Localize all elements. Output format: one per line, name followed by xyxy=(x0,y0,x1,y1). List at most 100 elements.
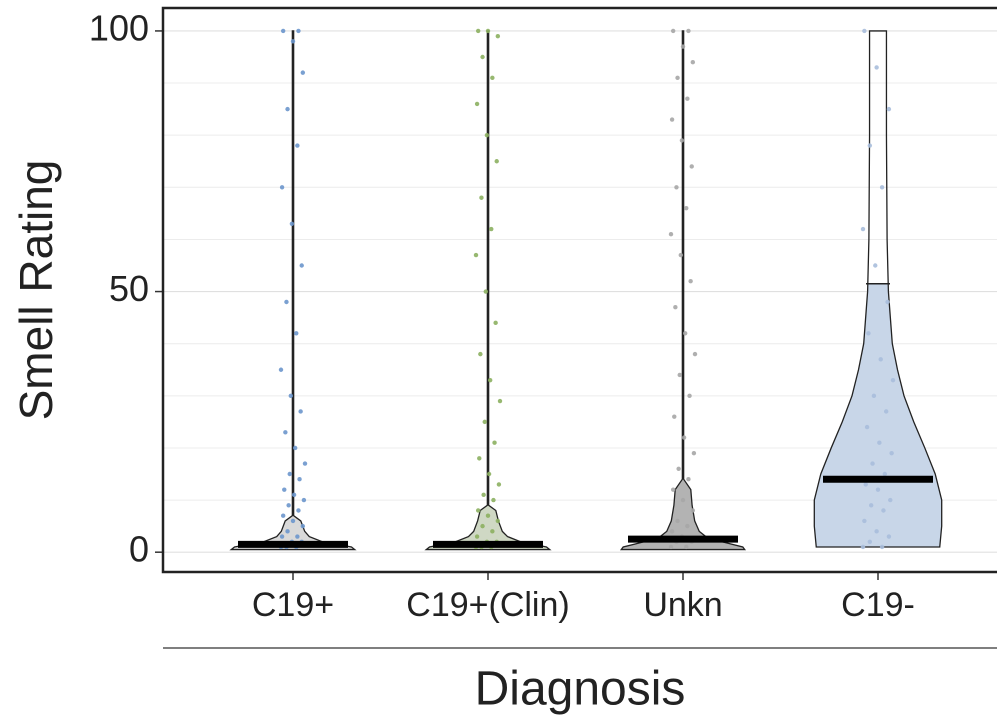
point xyxy=(674,185,679,190)
point xyxy=(670,28,676,34)
point xyxy=(863,482,868,487)
point xyxy=(475,28,481,34)
violin xyxy=(229,30,357,551)
point xyxy=(685,523,690,529)
point xyxy=(485,513,491,518)
x-tick-label: C19+ xyxy=(252,586,334,624)
point xyxy=(684,205,689,211)
point xyxy=(490,529,495,534)
point xyxy=(688,278,693,284)
point xyxy=(879,185,885,190)
point xyxy=(285,106,290,112)
plot-border xyxy=(161,6,997,574)
point xyxy=(885,299,890,305)
point xyxy=(860,226,866,232)
point xyxy=(690,508,696,513)
point xyxy=(687,393,692,399)
point xyxy=(294,331,299,336)
point xyxy=(691,450,697,456)
point xyxy=(882,471,888,477)
point xyxy=(870,461,875,466)
point xyxy=(284,299,289,305)
point xyxy=(862,518,867,524)
x-tick-label: C19- xyxy=(841,586,915,624)
point xyxy=(296,28,301,34)
point xyxy=(481,492,486,498)
y-axis-title: Smell Rating xyxy=(10,160,62,421)
point xyxy=(685,96,690,101)
point xyxy=(864,424,870,430)
point xyxy=(482,419,487,425)
x-tick-label: C19+(Clin) xyxy=(406,586,569,624)
point xyxy=(874,529,879,534)
point xyxy=(492,440,497,445)
point xyxy=(479,195,484,200)
point xyxy=(302,461,308,466)
point xyxy=(692,351,698,357)
point xyxy=(278,367,284,372)
point xyxy=(675,518,680,524)
point xyxy=(295,534,300,539)
point xyxy=(886,534,892,539)
point xyxy=(875,487,881,492)
point xyxy=(493,320,498,326)
point xyxy=(283,430,288,435)
point xyxy=(883,409,889,414)
point xyxy=(300,70,306,75)
point xyxy=(496,482,502,487)
point xyxy=(680,497,686,503)
violin xyxy=(424,30,552,551)
point xyxy=(292,445,298,451)
point xyxy=(298,409,303,414)
point xyxy=(288,393,294,399)
point xyxy=(494,159,499,164)
point xyxy=(886,106,892,112)
point xyxy=(686,28,691,34)
point xyxy=(888,497,893,503)
y-tick-label: 100 xyxy=(89,7,149,48)
point xyxy=(495,518,501,524)
point xyxy=(474,534,480,539)
point xyxy=(670,487,676,492)
violin-outline xyxy=(813,30,943,548)
point xyxy=(483,289,489,294)
point xyxy=(686,477,691,482)
point xyxy=(680,44,686,49)
x-axis-title: Diagnosis xyxy=(475,663,686,716)
point xyxy=(867,539,873,544)
point xyxy=(868,503,874,508)
point xyxy=(474,101,480,107)
point xyxy=(668,232,674,237)
point xyxy=(676,466,681,471)
point xyxy=(300,523,306,529)
point xyxy=(295,143,300,148)
point xyxy=(877,440,882,445)
point xyxy=(290,518,296,524)
point xyxy=(879,544,885,550)
point xyxy=(491,497,496,503)
point xyxy=(862,28,867,34)
point xyxy=(297,477,302,482)
point xyxy=(860,544,866,550)
point xyxy=(475,508,481,513)
violin xyxy=(619,30,747,551)
point xyxy=(679,138,685,143)
point xyxy=(878,357,883,362)
point xyxy=(301,497,307,503)
point xyxy=(477,456,482,461)
point xyxy=(290,39,296,44)
y-tick-label: 50 xyxy=(109,268,149,309)
point xyxy=(874,65,879,70)
point xyxy=(889,450,894,456)
point xyxy=(282,487,287,492)
point xyxy=(497,398,503,404)
point xyxy=(866,331,871,336)
point xyxy=(682,331,688,336)
point xyxy=(873,263,878,268)
point xyxy=(690,60,696,65)
point xyxy=(280,513,286,518)
point xyxy=(279,534,285,539)
point xyxy=(279,185,285,190)
point xyxy=(291,492,297,498)
point xyxy=(867,143,873,148)
